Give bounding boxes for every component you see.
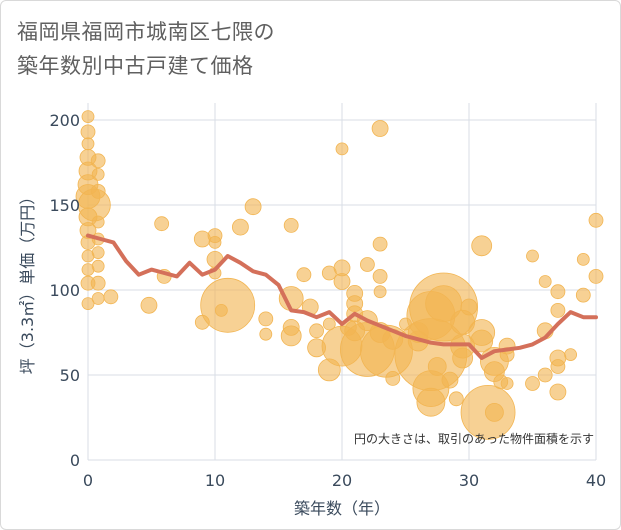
bubble-44 bbox=[296, 267, 312, 283]
bubble-64 bbox=[372, 236, 388, 252]
bubble-103 bbox=[550, 284, 566, 300]
average-price-line bbox=[86, 233, 598, 360]
bubble-107 bbox=[549, 383, 567, 401]
bubble-37 bbox=[244, 198, 262, 216]
y-tick-label-2: 100 bbox=[49, 281, 80, 300]
bubble-46 bbox=[309, 323, 325, 339]
y-tick-label-4: 200 bbox=[49, 111, 80, 130]
bubble-14 bbox=[81, 297, 95, 311]
bubble-93 bbox=[484, 402, 504, 422]
bubble-87 bbox=[471, 235, 493, 257]
bubble-49 bbox=[322, 317, 336, 331]
bubble-89 bbox=[470, 329, 494, 353]
bubble-36 bbox=[231, 218, 249, 236]
bubble-77 bbox=[416, 387, 446, 417]
bubble-102 bbox=[537, 367, 553, 383]
bubble-26 bbox=[154, 216, 170, 232]
chart-title-line-1: 福岡県福岡市城南区七隈の bbox=[17, 20, 275, 44]
bubble-20 bbox=[91, 246, 105, 260]
bubble-99 bbox=[525, 376, 540, 391]
tick-labels: 0 50 100 150 200 0 10 20 30 40 bbox=[49, 111, 606, 490]
y-tick-label-3: 150 bbox=[49, 196, 80, 215]
bubble-51 bbox=[335, 142, 349, 156]
chart-title: 福岡県福岡市城南区七隈の 築年数別中古戸建て価格 bbox=[17, 15, 275, 83]
x-tick-label-1: 10 bbox=[205, 471, 225, 490]
bubble-53 bbox=[333, 273, 351, 290]
bubble-25 bbox=[140, 296, 158, 314]
x-tick-label-2: 20 bbox=[332, 471, 352, 490]
x-axis-label: 築年数（年） bbox=[294, 499, 390, 518]
bubble-40 bbox=[283, 217, 299, 233]
bubble-63 bbox=[371, 120, 389, 137]
bubble-111 bbox=[588, 212, 604, 228]
chart-title-line-2: 築年数別中古戸建て価格 bbox=[17, 54, 254, 78]
y-tick-label-0: 0 bbox=[70, 451, 80, 470]
bubble-86 bbox=[460, 298, 478, 316]
bubble-35 bbox=[200, 277, 256, 333]
trend-line-layer bbox=[86, 233, 598, 360]
bubble-38 bbox=[258, 311, 274, 327]
bubble-1 bbox=[80, 124, 96, 140]
bubble-16 bbox=[91, 167, 105, 181]
bubble-17 bbox=[90, 183, 106, 199]
bubble-106 bbox=[550, 359, 566, 374]
bubble-0 bbox=[81, 110, 95, 123]
bubble-65 bbox=[372, 268, 388, 284]
y-tick-label-1: 50 bbox=[60, 366, 80, 385]
bubble-2 bbox=[81, 137, 95, 151]
bubble-97 bbox=[500, 377, 514, 390]
bubble-98 bbox=[526, 249, 539, 263]
bubble-78 bbox=[427, 357, 447, 376]
bubble-81 bbox=[441, 371, 459, 389]
bubble-104 bbox=[550, 302, 566, 318]
bubble-112 bbox=[588, 268, 604, 284]
bubble-21 bbox=[91, 259, 105, 273]
bubble-85 bbox=[452, 347, 474, 369]
bubble-15 bbox=[90, 153, 106, 169]
bubble-31 bbox=[208, 235, 222, 249]
bubble-43 bbox=[280, 325, 302, 347]
bubble-66 bbox=[373, 285, 387, 299]
bubble-108 bbox=[564, 348, 577, 362]
bubble-23 bbox=[91, 292, 105, 305]
x-tick-label-4: 40 bbox=[586, 471, 606, 490]
bubble-18 bbox=[91, 215, 105, 229]
bubble-60 bbox=[359, 257, 375, 272]
y-axis-label: 坪（3.3㎡）単価（万円） bbox=[18, 189, 37, 374]
bubble-70 bbox=[385, 370, 401, 386]
bubble-24 bbox=[103, 289, 119, 305]
x-tick-label-0: 0 bbox=[83, 471, 93, 490]
grid-lines bbox=[87, 103, 597, 461]
bubble-size-note: 円の大きさは、取引のあった物件面積を示す bbox=[354, 431, 594, 446]
bubble-22 bbox=[90, 275, 106, 291]
bubble-109 bbox=[576, 252, 590, 266]
bubble-110 bbox=[575, 287, 591, 303]
bubbles-layer bbox=[75, 110, 604, 440]
bubble-100 bbox=[538, 275, 552, 288]
bubble-28 bbox=[193, 230, 211, 248]
x-tick-label-3: 30 bbox=[459, 471, 479, 490]
bubble-82 bbox=[448, 391, 464, 407]
bubble-39 bbox=[259, 327, 273, 341]
